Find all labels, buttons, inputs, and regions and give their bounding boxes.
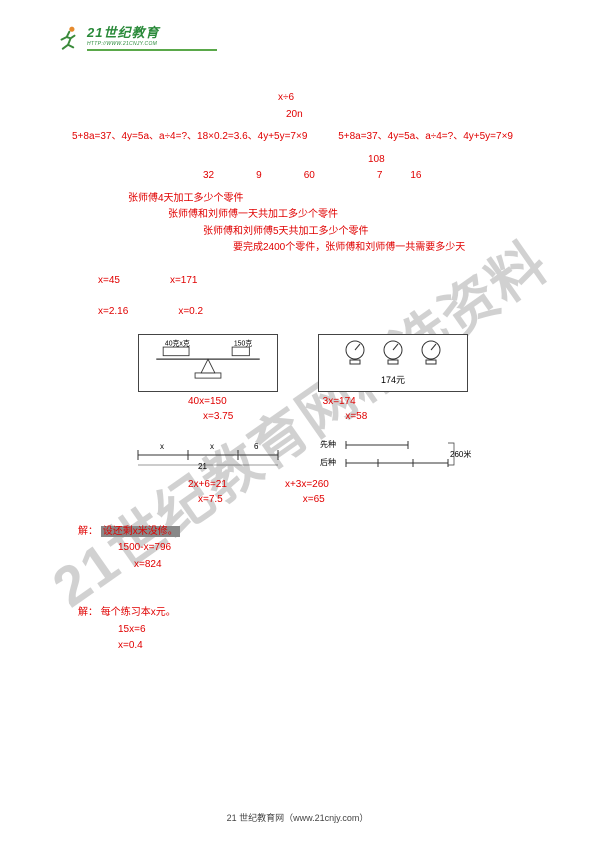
expr-1: x÷6	[58, 92, 294, 103]
equation-set-2: 5+8a=37、4y=5a、a÷4=?、4y+5y=7×9	[310, 131, 513, 142]
figure-row-1: 40克x克 150克 174元	[138, 334, 537, 392]
header-logo: 21世纪教育 HTTP://WWW.21CNJY.COM	[55, 22, 217, 51]
fig1-ans: x=3.75	[203, 409, 233, 425]
logo-underline	[87, 49, 217, 51]
sol2-eq: 15x=6	[118, 624, 146, 635]
svg-text:260米: 260米	[450, 449, 471, 459]
fig3-ans: x=7.5	[198, 492, 223, 508]
page-content: x÷6 20n 5+8a=37、4y=5a、a÷4=?、18×0.2=3.6、4…	[58, 90, 537, 655]
ans-1b: x=171	[170, 273, 198, 289]
num-9: 9	[256, 168, 262, 184]
ans-2a: x=2.16	[98, 304, 128, 320]
fig4-eq: x+3x=260	[285, 477, 329, 493]
svg-text:21: 21	[198, 462, 207, 471]
gauge-icon	[416, 338, 446, 366]
svg-text:后种: 后种	[320, 457, 336, 467]
sol1-header: 解：	[78, 526, 98, 537]
ans-2b: x=0.2	[178, 304, 203, 320]
figure-segment-2: 先种 后种 260米	[318, 435, 478, 475]
sol2-header: 解：	[78, 607, 98, 618]
problem-3: 张师傅和刘师傅5天共加工多少个零件	[203, 226, 369, 237]
figure-segment-1: x x 6 21	[128, 435, 288, 475]
sol1-ans: x=824	[134, 559, 162, 570]
fig3-eq: 2x+6=21	[188, 477, 227, 493]
number-108: 108	[58, 154, 385, 165]
balance-right-label: 150克	[234, 339, 252, 347]
sol2-text: 每个练习本x元。	[101, 607, 176, 618]
fig4-ans: x=65	[303, 492, 325, 508]
num-60: 60	[304, 168, 315, 184]
page-footer: 21 世纪教育网（www.21cnjy.com）	[0, 811, 595, 824]
num-16: 16	[410, 168, 421, 184]
svg-text:x: x	[210, 442, 214, 451]
problem-2: 张师傅和刘师傅一天共加工多少个零件	[168, 209, 338, 220]
logo-text-zh: 21世纪教育	[87, 22, 217, 41]
problem-1: 张师傅4天加工多少个零件	[128, 193, 244, 204]
expr-2: 20n	[58, 109, 303, 120]
fig1-eq: 40x=150	[188, 394, 227, 410]
gauge-price: 174元	[325, 374, 461, 388]
fig2-ans: x=58	[345, 409, 367, 425]
ans-1a: x=45	[98, 273, 120, 289]
fig2-eq: 3x=174	[323, 394, 356, 410]
balance-left-label: 40克x克	[165, 339, 190, 347]
figure-gauges: 174元	[318, 334, 468, 392]
svg-text:x: x	[160, 442, 164, 451]
gauge-icon	[378, 338, 408, 366]
runner-icon	[55, 24, 81, 50]
figure-row-2: x x 6 21 先种 后种 260米	[128, 435, 537, 475]
problem-4: 要完成2400个零件，张师傅和刘师傅一共需要多少天	[233, 242, 465, 253]
equation-set-1: 5+8a=37、4y=5a、a÷4=?、18×0.2=3.6、4y+5y=7×9	[58, 131, 307, 142]
logo-text-en: HTTP://WWW.21CNJY.COM	[87, 41, 217, 47]
sol2-ans: x=0.4	[118, 640, 143, 651]
gauge-icon	[340, 338, 370, 366]
sol1-eq: 1500-x=796	[118, 542, 171, 553]
svg-text:6: 6	[254, 442, 259, 451]
svg-text:先种: 先种	[320, 439, 336, 449]
num-7: 7	[377, 168, 383, 184]
figure-balance: 40克x克 150克	[138, 334, 278, 392]
sol1-text: 设还剩x米没修。	[101, 526, 180, 537]
num-32: 32	[203, 168, 214, 184]
